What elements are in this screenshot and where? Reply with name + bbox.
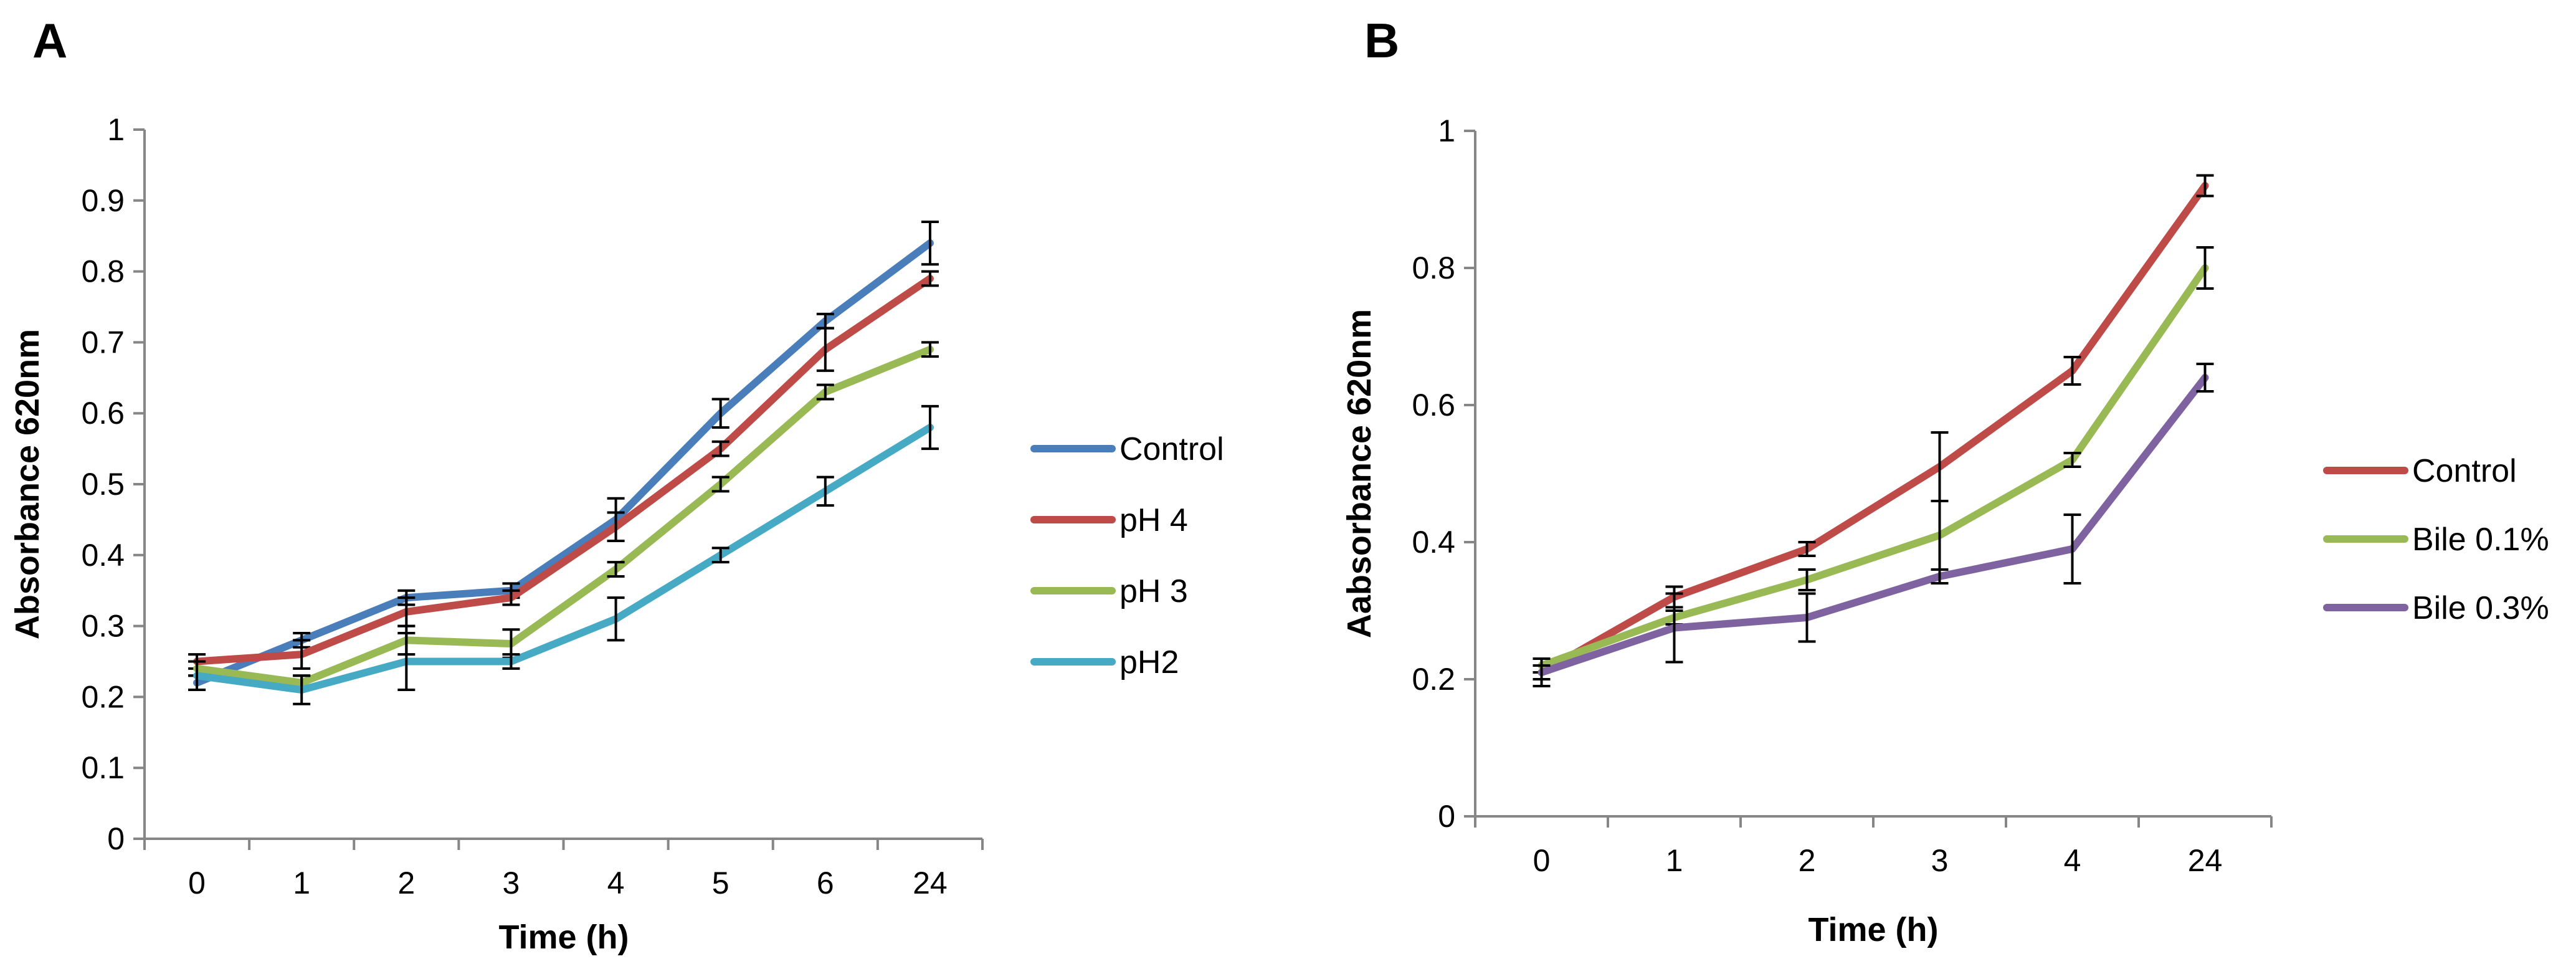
x-tick-label: 5 xyxy=(712,866,730,900)
y-axis-title: Aabsorbance 620nm xyxy=(1341,309,1378,638)
error-bar-ph-3 xyxy=(816,383,834,401)
x-tick-label: 3 xyxy=(1931,843,1949,878)
x-tick-label: 2 xyxy=(397,866,415,900)
error-bar-control xyxy=(711,398,730,429)
error-bar-bile-0-1 xyxy=(2063,452,2081,468)
x-tick-label: 4 xyxy=(607,866,625,900)
error-bar-ph2 xyxy=(293,674,311,705)
y-tick-label: 0.8 xyxy=(81,254,125,289)
y-tick-label: 0.2 xyxy=(81,679,125,714)
error-bar-control xyxy=(2196,174,2214,198)
error-bar-ph2 xyxy=(502,653,520,670)
error-bar-ph-4 xyxy=(607,511,625,543)
x-tick-label: 1 xyxy=(1666,843,1683,878)
error-bar-ph-4 xyxy=(502,589,520,606)
y-axis-title: Absorbance 620nm xyxy=(9,329,46,639)
series-line-bile-0-3 xyxy=(1538,374,2209,676)
x-axis-title: Time (h) xyxy=(1808,911,1938,948)
error-bar-ph-4 xyxy=(921,270,939,287)
series-line-ph-4 xyxy=(193,274,934,666)
y-tick-label: 0.5 xyxy=(81,467,125,502)
chart-panel-a: A 0 0.1 0.2 0.3 0.4 0.5 0.6 0.7 0.8 0.9 1 0 1 2 3 4 5 6 24 T… xyxy=(9,13,1224,956)
error-bar-bile-0-3 xyxy=(1798,592,1816,643)
legend-label-bile-0-1: Bile 0.1% xyxy=(2412,522,2549,558)
x-tick-label: 0 xyxy=(188,866,206,900)
error-bar-bile-0-3 xyxy=(1533,664,1551,680)
x-tick-label: 24 xyxy=(2188,843,2223,878)
x-tick-label: 24 xyxy=(913,866,948,900)
legend-label-control: Control xyxy=(1119,431,1224,467)
y-tick-label: 0.4 xyxy=(1412,525,1455,560)
series-line-control xyxy=(1538,182,2209,676)
series-line-bile-0-1 xyxy=(1538,264,2209,669)
error-bar-control xyxy=(1798,541,1816,557)
error-bar-bile-0-3 xyxy=(2063,513,2081,585)
error-bar-ph-4 xyxy=(293,639,311,670)
legend-label-control: Control xyxy=(2412,453,2517,489)
error-bar-bile-0-3 xyxy=(2196,363,2214,393)
x-tick-label: 4 xyxy=(2064,843,2081,878)
error-bar-bile-0-1 xyxy=(2196,246,2214,290)
y-tick-label: 1 xyxy=(107,112,125,147)
y-tick-label: 0.1 xyxy=(81,750,125,785)
error-bar-ph2 xyxy=(711,547,730,564)
legend-label-bile-0-3: Bile 0.3% xyxy=(2412,590,2549,626)
y-tick-label: 1 xyxy=(1438,113,1455,148)
y-tick-label: 0.3 xyxy=(81,609,125,644)
error-bar-ph2 xyxy=(607,596,625,642)
y-tick-label: 0.2 xyxy=(1412,662,1455,697)
x-tick-label: 3 xyxy=(503,866,520,900)
error-bar-control xyxy=(921,220,939,266)
y-tick-label: 0.6 xyxy=(1412,388,1455,422)
series-line-ph-3 xyxy=(193,345,934,687)
y-tick-label: 0.6 xyxy=(81,396,125,431)
y-tick-label: 0.7 xyxy=(81,325,125,360)
series-line-control xyxy=(193,239,934,687)
legend-label-ph2: pH2 xyxy=(1119,644,1179,680)
y-tick-label: 0.8 xyxy=(1412,251,1455,285)
error-bar-control xyxy=(2063,356,2081,386)
error-bar-ph2 xyxy=(397,631,416,692)
error-bar-ph-3 xyxy=(711,475,730,493)
y-tick-label: 0 xyxy=(107,821,125,856)
y-tick-label: 0 xyxy=(1438,799,1455,834)
error-bar-ph-4 xyxy=(711,440,730,457)
error-bar-bile-0-1 xyxy=(1798,568,1816,591)
legend-label-ph-3: pH 3 xyxy=(1119,573,1188,609)
x-tick-label: 6 xyxy=(817,866,834,900)
panel-letter: B xyxy=(1364,13,1399,68)
x-tick-label: 2 xyxy=(1799,843,1816,878)
error-bar-bile-0-3 xyxy=(1665,592,1683,664)
error-bar-ph2 xyxy=(188,660,206,692)
error-bar-ph-4 xyxy=(816,327,834,372)
y-tick-label: 0.9 xyxy=(81,183,125,218)
series-line-ph2 xyxy=(193,423,934,694)
error-bar-bile-0-3 xyxy=(1931,568,1949,585)
y-tick-label: 0.4 xyxy=(81,538,125,573)
error-bar-ph2 xyxy=(921,404,939,451)
error-bar-ph2 xyxy=(816,475,834,507)
chart-panel-b: B 0 0.2 0.4 0.6 0.8 1 0 1 2 3 4 24 Time (h) Aabsorbanc… xyxy=(1341,13,2549,948)
error-bar-ph-3 xyxy=(921,341,939,358)
legend-label-ph-4: pH 4 xyxy=(1119,502,1188,538)
x-axis-title: Time (h) xyxy=(498,919,629,956)
error-bar-ph-3 xyxy=(607,561,625,578)
x-tick-label: 0 xyxy=(1533,843,1551,878)
x-tick-label: 1 xyxy=(293,866,310,900)
panel-letter: A xyxy=(32,13,67,68)
